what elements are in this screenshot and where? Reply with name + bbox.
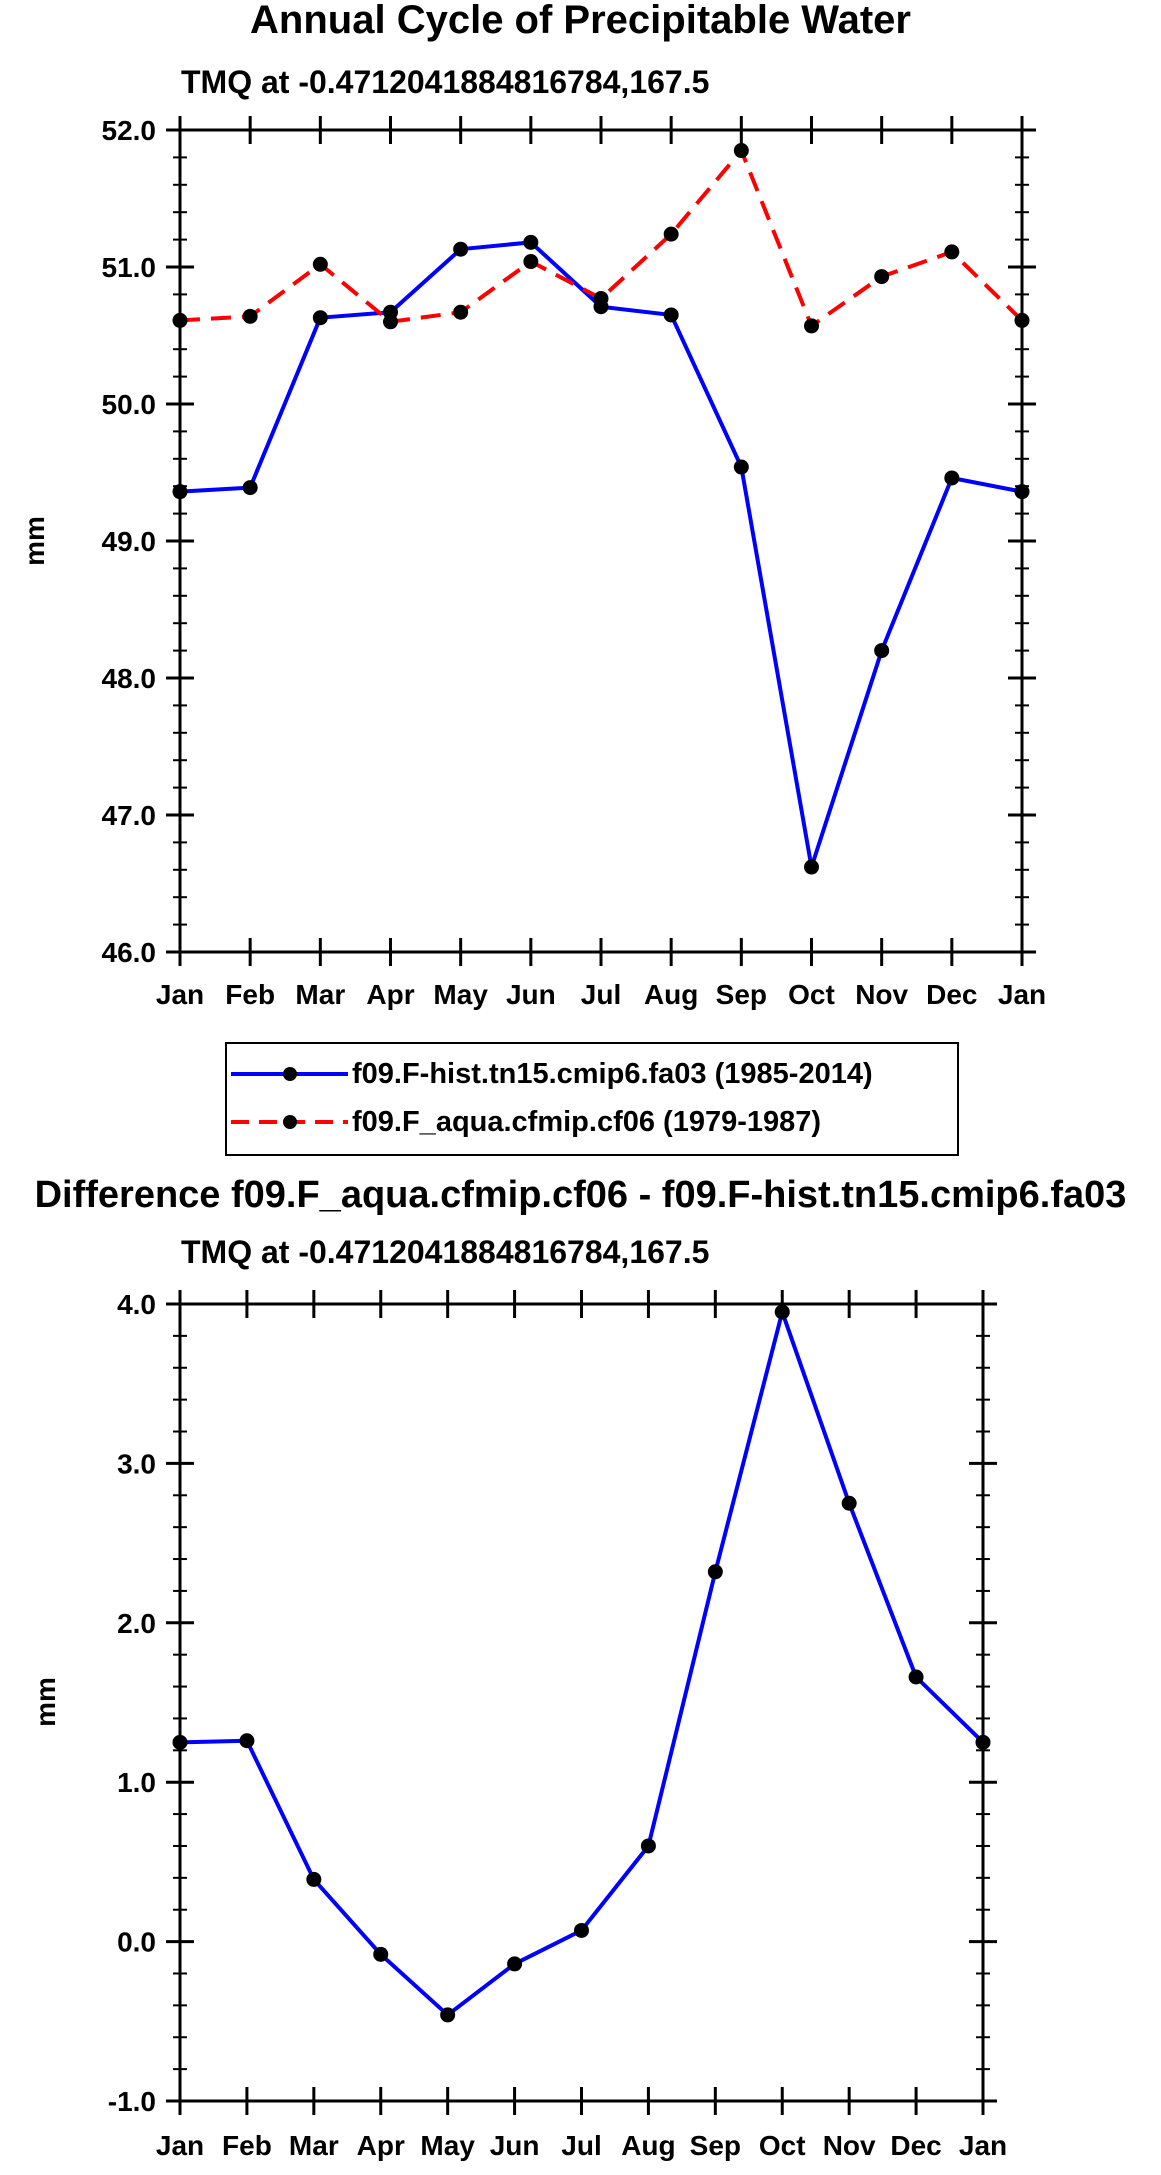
difference-chart-title: Difference f09.F_aqua.cfmip.cf06 - f09.F… — [34, 1174, 1127, 1216]
y-tick-label: 51.0 — [102, 252, 157, 283]
legend-label-series1: f09.F-hist.tn15.cmip6.fa03 (1985-2014) — [352, 1057, 873, 1090]
x-tick-label: Mar — [289, 2130, 339, 2161]
y-axis-label: mm — [30, 1677, 61, 1727]
data-point-series-1 — [242, 480, 258, 496]
x-tick-label: May — [433, 979, 488, 1010]
x-tick-label: Feb — [222, 2130, 272, 2161]
x-tick-label: Oct — [759, 2130, 806, 2161]
y-tick-label: -1.0 — [108, 2086, 156, 2117]
y-tick-label: 46.0 — [102, 937, 157, 968]
data-point-series-2 — [663, 226, 679, 242]
y-axis-label: mm — [19, 516, 50, 566]
data-point-series-2 — [733, 143, 749, 159]
x-tick-label: Nov — [823, 2130, 876, 2161]
legend-entry-series1: f09.F-hist.tn15.cmip6.fa03 (1985-2014) — [227, 1052, 873, 1096]
data-point-series-2 — [874, 269, 890, 285]
x-tick-label: Jan — [959, 2130, 1007, 2161]
data-point-series-1 — [312, 310, 328, 326]
x-tick-label: Nov — [855, 979, 908, 1010]
data-point-series-2 — [242, 308, 258, 324]
x-tick-label: Sep — [716, 979, 767, 1010]
chart-title: Annual Cycle of Precipitable Water — [250, 0, 911, 42]
data-point-series-2 — [944, 244, 960, 260]
data-point-series-2 — [1014, 312, 1030, 328]
data-point-series-1 — [172, 484, 188, 500]
data-point-series-1 — [663, 307, 679, 323]
data-point-series-2 — [383, 314, 398, 330]
data-point-series-1 — [1014, 484, 1030, 500]
data-point-series-1 — [640, 1838, 656, 1854]
data-point-series-1 — [804, 859, 819, 875]
y-tick-label: 47.0 — [102, 800, 157, 831]
data-point-series-2 — [312, 256, 328, 272]
data-point-series-1 — [841, 1495, 857, 1511]
x-tick-label: Mar — [295, 979, 345, 1010]
x-tick-label: Jul — [561, 2130, 601, 2161]
x-tick-label: Jul — [581, 979, 621, 1010]
difference-chart-subtitle: TMQ at -0.4712041884816784,167.5 — [181, 1234, 710, 1270]
data-point-series-2 — [804, 318, 819, 334]
data-point-series-1 — [239, 1733, 255, 1749]
top-chart-subtitle: TMQ at -0.4712041884816784,167.5 — [181, 64, 710, 100]
legend-line-dashed-icon — [231, 1115, 348, 1129]
y-tick-label: 49.0 — [102, 526, 157, 557]
legend: f09.F-hist.tn15.cmip6.fa03 (1985-2014) f… — [225, 1042, 959, 1156]
y-tick-label: 50.0 — [102, 389, 157, 420]
data-point-series-1 — [944, 470, 960, 486]
plot-frame — [178, 1302, 985, 2103]
x-tick-label: Oct — [788, 979, 835, 1010]
data-point-series-1 — [874, 643, 890, 659]
data-point-series-2 — [523, 254, 539, 270]
data-point-series-1 — [172, 1734, 188, 1750]
series-line-1 — [179, 240, 1023, 870]
data-point-series-1 — [774, 1304, 790, 1320]
data-point-series-1 — [908, 1669, 924, 1685]
series-line-1 — [179, 1309, 985, 2017]
data-point-series-1 — [440, 2007, 456, 2023]
data-point-series-1 — [975, 1734, 991, 1750]
y-tick-label: 52.0 — [102, 115, 157, 146]
x-tick-label: Jan — [998, 979, 1046, 1010]
y-tick-label: 2.0 — [117, 1608, 156, 1639]
x-tick-label: Dec — [890, 2130, 941, 2161]
y-tick-label: 0.0 — [117, 1927, 156, 1958]
x-tick-label: May — [420, 2130, 475, 2161]
data-point-series-1 — [373, 1946, 389, 1962]
y-tick-label: 48.0 — [102, 663, 157, 694]
plot-frame — [178, 128, 1024, 954]
x-tick-label: Jun — [490, 2130, 540, 2161]
data-point-series-1 — [523, 234, 539, 250]
x-tick-label: Jan — [156, 2130, 204, 2161]
data-point-series-1 — [733, 459, 749, 475]
data-point-series-2 — [453, 304, 469, 320]
legend-entry-series2: f09.F_aqua.cfmip.cf06 (1979-1987) — [227, 1100, 821, 1144]
legend-line-solid-icon — [231, 1067, 348, 1081]
data-point-series-2 — [593, 291, 609, 307]
y-tick-label: 1.0 — [117, 1767, 156, 1798]
data-point-series-1 — [507, 1956, 523, 1972]
x-tick-label: Jan — [156, 979, 204, 1010]
y-tick-label: 4.0 — [117, 1289, 156, 1320]
x-tick-label: Sep — [690, 2130, 741, 2161]
data-point-series-2 — [172, 312, 188, 328]
data-point-series-1 — [306, 1871, 322, 1887]
x-tick-label: Apr — [357, 2130, 405, 2161]
data-point-series-1 — [574, 1922, 589, 1938]
x-tick-label: Dec — [926, 979, 977, 1010]
x-tick-label: Aug — [621, 2130, 675, 2161]
data-point-series-1 — [707, 1564, 723, 1580]
y-tick-label: 3.0 — [117, 1448, 156, 1479]
x-tick-label: Apr — [366, 979, 414, 1010]
x-tick-label: Jun — [506, 979, 556, 1010]
x-tick-label: Aug — [644, 979, 698, 1010]
data-point-series-1 — [453, 241, 469, 257]
legend-label-series2: f09.F_aqua.cfmip.cf06 (1979-1987) — [352, 1105, 822, 1138]
x-tick-label: Feb — [225, 979, 275, 1010]
